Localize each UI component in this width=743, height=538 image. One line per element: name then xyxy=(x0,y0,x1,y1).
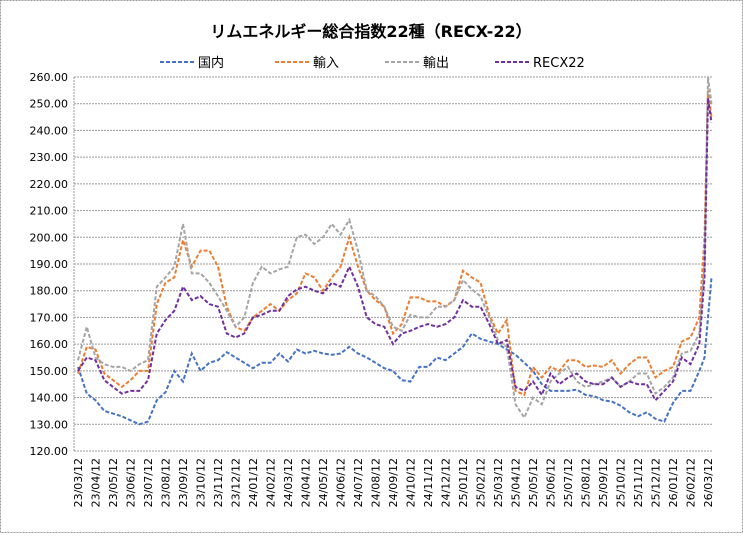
x-tick-label: 24/12/12 xyxy=(440,458,453,507)
x-tick-label: 25/05/12 xyxy=(527,458,540,507)
y-tick-label: 190.00 xyxy=(30,258,69,271)
y-tick-label: 240.00 xyxy=(30,124,69,137)
x-tick-label: 25/04/12 xyxy=(510,458,523,507)
x-tick-label: 23/03/12 xyxy=(72,458,85,507)
x-tick-label: 25/12/12 xyxy=(650,458,663,507)
x-tick-label: 25/09/12 xyxy=(597,458,610,507)
x-tick-label: 26/01/12 xyxy=(667,458,680,507)
x-tick-label: 25/03/12 xyxy=(492,458,505,507)
y-tick-label: 180.00 xyxy=(30,285,69,298)
series-line-1 xyxy=(77,277,713,426)
series-line-2 xyxy=(77,90,713,397)
legend-label-1: 国内 xyxy=(198,55,224,71)
x-tick-label: 23/11/12 xyxy=(212,458,225,507)
x-tick-label: 25/11/12 xyxy=(632,458,645,507)
x-tick-label: 24/10/12 xyxy=(405,458,418,507)
y-tick-label: 230.00 xyxy=(30,151,69,164)
x-tick-label: 26/03/12 xyxy=(702,458,715,507)
x-tick-label: 24/02/12 xyxy=(265,458,278,507)
legend-label-2: 輸入 xyxy=(313,56,339,71)
y-tick-label: 130.00 xyxy=(30,418,69,431)
x-tick-label: 24/11/12 xyxy=(422,458,435,507)
x-tick-label: 24/05/12 xyxy=(317,458,330,507)
y-tick-label: 200.00 xyxy=(30,231,69,244)
y-tick-label: 210.00 xyxy=(30,205,69,218)
x-tick-label: 24/07/12 xyxy=(352,458,365,507)
y-tick-label: 160.00 xyxy=(30,338,69,351)
y-tick-label: 260.00 xyxy=(30,71,69,84)
x-tick-label: 25/10/12 xyxy=(615,458,628,507)
y-tick-label: 140.00 xyxy=(30,392,69,405)
x-tick-label: 23/10/12 xyxy=(195,458,208,507)
series-line-3 xyxy=(77,76,713,420)
x-axis: 23/03/12 23/04/12 23/05/12 23/06/12 23/07/12… xyxy=(72,458,715,507)
x-tick-label: 23/04/12 xyxy=(90,458,103,507)
x-tick-label: 23/08/12 xyxy=(160,458,173,507)
chart-title: リムエネルギー総合指数22種（RECX-22） xyxy=(210,22,531,41)
y-tick-label: 120.00 xyxy=(30,445,69,458)
x-tick-label: 24/09/12 xyxy=(387,458,400,507)
legend-label-3: 輸出 xyxy=(423,56,449,71)
y-tick-label: 150.00 xyxy=(30,365,69,378)
y-axis: 120.00 130.00 140.00 150.00 160.00 170.00 180.… xyxy=(30,71,69,458)
x-tick-label: 23/09/12 xyxy=(177,458,190,507)
series-lines xyxy=(77,76,713,426)
y-tick-label: 250.00 xyxy=(30,98,69,111)
x-tick-label: 25/02/12 xyxy=(475,458,488,507)
x-tick-label: 25/06/12 xyxy=(545,458,558,507)
x-tick-label: 25/07/12 xyxy=(562,458,575,507)
y-tick-label: 170.00 xyxy=(30,311,69,324)
series-line-4 xyxy=(77,98,713,402)
x-tick-label: 23/05/12 xyxy=(107,458,120,507)
x-tick-label: 24/04/12 xyxy=(300,458,313,507)
x-tick-label: 24/08/12 xyxy=(370,458,383,507)
x-tick-label: 23/06/12 xyxy=(125,458,138,507)
x-tick-label: 24/01/12 xyxy=(247,458,260,507)
y-tick-label: 220.00 xyxy=(30,178,69,191)
legend-label-4: RECX22 xyxy=(533,56,585,71)
x-tick-label: 25/08/12 xyxy=(580,458,593,507)
x-tick-label: 23/12/12 xyxy=(230,458,243,507)
x-tick-label: 25/01/12 xyxy=(457,458,470,507)
x-tick-label: 24/06/12 xyxy=(335,458,348,507)
x-tick-label: 23/07/12 xyxy=(142,458,155,507)
legend: 国内 輸入 輸出 RECX22 xyxy=(160,55,585,71)
x-tick-label: 26/02/12 xyxy=(685,458,698,507)
x-tick-label: 24/03/12 xyxy=(282,458,295,507)
